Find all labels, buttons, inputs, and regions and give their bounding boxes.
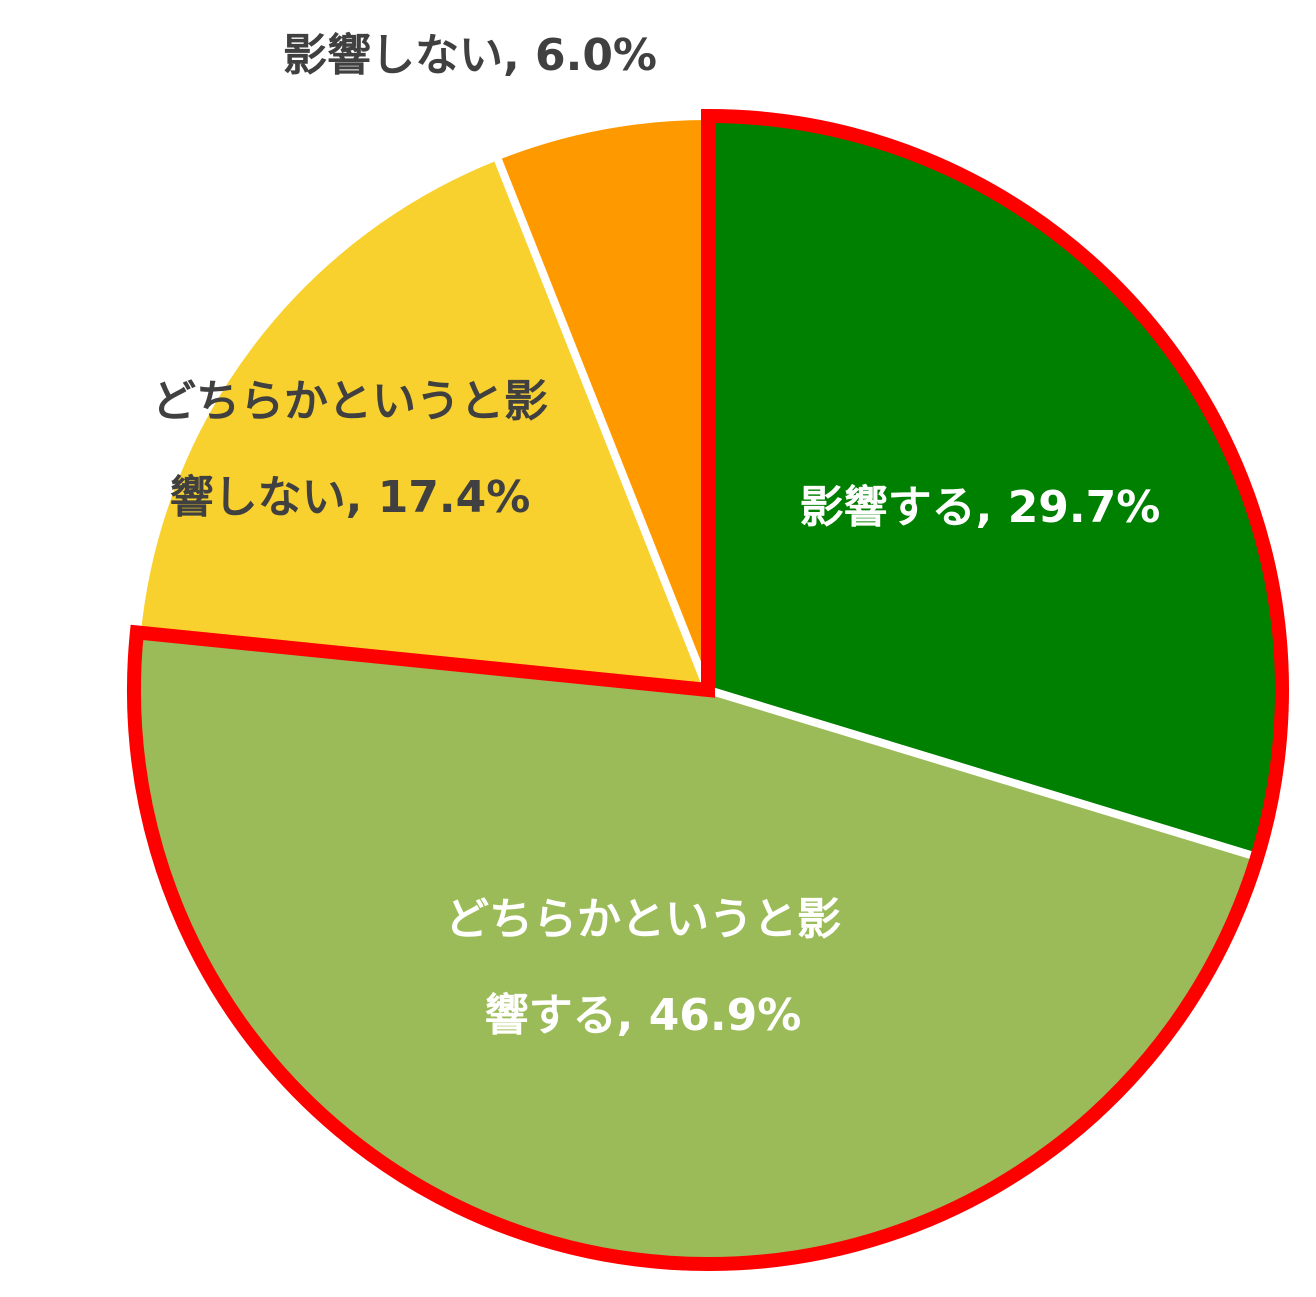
data-label-slice-dochiraka-eikyo-shinai: どちらかというと影響しない, 17.4% bbox=[152, 376, 548, 523]
highlight-outline bbox=[127, 108, 1289, 1271]
data-label-line: 響する, 46.9% bbox=[485, 990, 802, 1041]
slice-eikyo-shinai bbox=[491, 111, 712, 692]
data-label-slice-dochiraka-eikyo-suru: どちらかというと影響する, 46.9% bbox=[445, 894, 841, 1041]
pie-slices bbox=[130, 111, 1286, 1268]
data-label-line: どちらかというと影 bbox=[445, 894, 841, 945]
data-label-slice-eikyo-shinai: 影響しない, 6.0% bbox=[283, 30, 657, 81]
data-label-slice-eikyo-suru: 影響する, 29.7% bbox=[800, 482, 1161, 533]
data-label-line: 影響する, 29.7% bbox=[800, 482, 1161, 533]
slice-dochiraka-eikyo-shinai bbox=[132, 151, 715, 695]
data-label-line: どちらかというと影 bbox=[152, 376, 548, 427]
highlight-outline-group bbox=[127, 108, 1289, 1271]
data-label-line: 響しない, 17.4% bbox=[170, 472, 531, 523]
data-label-line: 影響しない, 6.0% bbox=[283, 30, 657, 81]
data-labels: 影響する, 29.7%どちらかというと影響する, 46.9%どちらかというと影響… bbox=[152, 30, 1160, 1041]
